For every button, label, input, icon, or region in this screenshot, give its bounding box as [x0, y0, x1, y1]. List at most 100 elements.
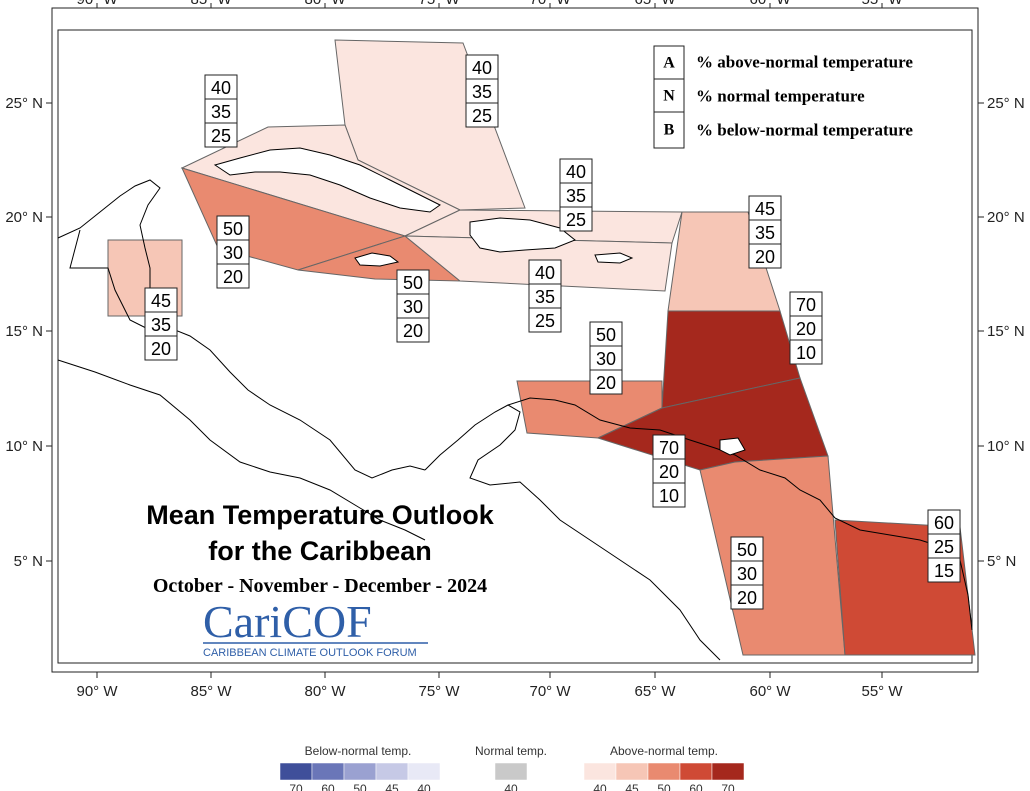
- coastlines: [57, 147, 973, 661]
- lat-label-right: 15° N: [987, 323, 1025, 340]
- value-box-bahamas: 40 35 25: [465, 54, 499, 128]
- value-box-cell: [528, 283, 562, 309]
- zone-probability-value: 20: [151, 339, 171, 359]
- zone-probability-value: 20: [223, 267, 243, 287]
- zone-probability-value: 25: [535, 311, 555, 331]
- zone-probability-value: 10: [659, 486, 679, 506]
- value-box-cell: [730, 536, 764, 562]
- lon-label-top: 65° W: [634, 0, 676, 8]
- value-box-cell: [789, 339, 823, 365]
- zone-probability-value: 30: [596, 349, 616, 369]
- puertorico-island: [594, 252, 634, 264]
- value-box-guyana: 50 30 20: [730, 536, 764, 610]
- zone-probability-value: 30: [403, 297, 423, 317]
- lon-label-bottom: 60° W: [749, 683, 791, 700]
- lon-ticks-bottom: 90° W 85° W 80° W 75° W 70° W 65° W 60° W 55° W: [76, 672, 903, 700]
- value-box-abc-islands: 50 30 20: [589, 321, 623, 395]
- colorbar-swatch: [343, 762, 377, 781]
- colorbar-tick-label: 45: [385, 782, 399, 791]
- zone-probability-value: 20: [737, 588, 757, 608]
- title-line1: Mean Temperature Outlook: [146, 500, 495, 530]
- abn-legend-letter-n: N: [663, 88, 675, 105]
- colorbar: Below-normal temp. Normal temp. Above-no…: [279, 744, 745, 791]
- zone-value-boxes: 40 35 25 40 35 25 50 30 20 45 35 20 50 30 20 40 35 25 40 35…: [144, 54, 961, 610]
- zone-probability-value: 40: [535, 263, 555, 283]
- value-box-cell: [204, 122, 238, 148]
- value-box-cell: [589, 345, 623, 371]
- lon-label-top: 55° W: [861, 0, 903, 8]
- value-box-suriname-guiana: 60 25 15: [927, 509, 961, 583]
- value-box-cell: [652, 458, 686, 484]
- yucatan-coast: [69, 229, 151, 331]
- lon-label-top: 85° W: [190, 0, 232, 8]
- colorbar-swatch: [711, 762, 745, 781]
- lat-ticks-right: 25° N 20° N 15° N 10° N 5° N: [978, 95, 1025, 570]
- value-box-cell: [144, 311, 178, 337]
- value-box-hispaniola-north: 40 35 25: [559, 158, 593, 232]
- lat-label-left: 20° N: [5, 209, 43, 226]
- jamaica-island: [354, 252, 400, 267]
- colorbar-swatch: [583, 762, 617, 781]
- colorbar-tick-label: 50: [657, 782, 671, 791]
- zone-probability-value: 25: [566, 210, 586, 230]
- lon-ticks-top: 90° W 85° W 80° W 75° W 70° W 65° W 60° W 55° W: [76, 0, 903, 8]
- zone-probability-value: 20: [796, 319, 816, 339]
- value-box-cuba: 40 35 25: [204, 74, 238, 148]
- zone-probability-value: 35: [566, 186, 586, 206]
- zone-probability-value: 70: [659, 438, 679, 458]
- colorbar-swatch: [407, 762, 441, 781]
- hispaniola-island: [469, 217, 576, 253]
- colorbar-tick-label: 50: [353, 782, 367, 791]
- abn-legend-box-a: [653, 45, 685, 80]
- title-period: October - November - December - 2024: [153, 575, 487, 597]
- value-box-cell: [927, 509, 961, 535]
- value-box-cell: [204, 98, 238, 124]
- lat-label-right: 25° N: [987, 95, 1025, 112]
- zone-probability-value: 25: [472, 106, 492, 126]
- value-box-cell: [748, 243, 782, 269]
- colorbar-normal: 40: [494, 762, 528, 791]
- caricof-logo-subtitle: CARIBBEAN CLIMATE OUTLOOK FORUM: [203, 647, 417, 659]
- lon-label-top: 70° W: [529, 0, 571, 8]
- lon-label-bottom: 85° W: [190, 683, 232, 700]
- zone-probability-value: 40: [211, 78, 231, 98]
- lon-label-bottom: 55° W: [861, 683, 903, 700]
- zone-probability-value: 60: [934, 513, 954, 533]
- zone-probability-value: 10: [796, 343, 816, 363]
- value-box-cell: [396, 269, 430, 295]
- abn-legend: A N B % above-normal temperature % norma…: [653, 45, 913, 149]
- value-box-hispaniola-puertorico: 40 35 25: [528, 259, 562, 333]
- colorbar-swatch: [647, 762, 681, 781]
- zone-probability-value: 50: [403, 273, 423, 293]
- colorbar-above-title: Above-normal temp.: [610, 744, 718, 758]
- value-box-cell: [528, 307, 562, 333]
- lon-label-top: 75° W: [418, 0, 460, 8]
- value-box-cell: [216, 215, 250, 241]
- value-box-cell: [927, 557, 961, 583]
- zone-probability-value: 40: [472, 58, 492, 78]
- lon-label-top: 80° W: [304, 0, 346, 8]
- abn-legend-letter-a: A: [663, 55, 675, 72]
- zone-probability-value: 40: [566, 162, 586, 182]
- zone-probability-value: 50: [596, 325, 616, 345]
- zone-probability-value: 15: [934, 561, 954, 581]
- value-box-cell: [559, 182, 593, 208]
- value-box-cell: [748, 195, 782, 221]
- abn-legend-box-b: [653, 111, 685, 149]
- abn-legend-text-n: % normal temperature: [696, 87, 865, 106]
- title-line2: for the Caribbean: [208, 536, 432, 566]
- abn-legend-letter-b: B: [664, 122, 675, 139]
- colorbar-above: 40 45 50 60 70: [583, 762, 745, 791]
- zone-probability-value: 20: [596, 373, 616, 393]
- value-box-cell: [748, 219, 782, 245]
- value-box-trinidad: 70 20 10: [652, 434, 686, 508]
- lon-label-top: 60° W: [749, 0, 791, 8]
- colombia-coast: [424, 404, 721, 661]
- value-box-belize: 45 35 20: [144, 287, 178, 361]
- lat-label-left: 5° N: [14, 553, 43, 570]
- colorbar-tick-label: 40: [504, 782, 518, 791]
- zone-probability-value: 30: [223, 243, 243, 263]
- lat-label-left: 10° N: [5, 438, 43, 455]
- lon-label-bottom: 70° W: [529, 683, 571, 700]
